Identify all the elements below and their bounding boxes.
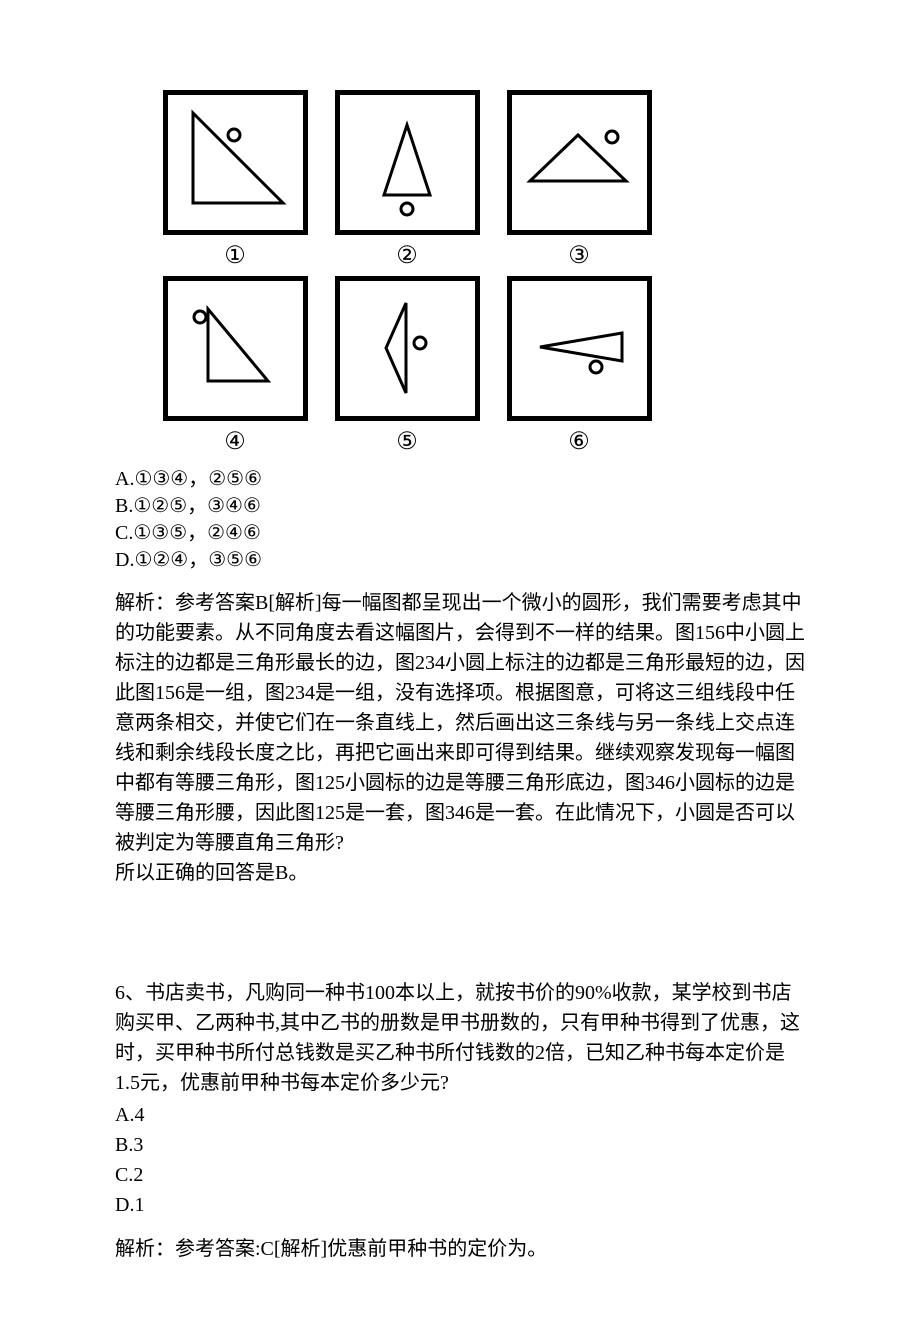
q5-option-b: B.①②⑤，③④⑥ bbox=[115, 493, 805, 520]
q6-options: A.4B.3C.2D.1 bbox=[115, 1100, 805, 1220]
figure-cell-3: ③ bbox=[499, 90, 659, 270]
figure-box-5 bbox=[335, 276, 480, 421]
q6-option-c: C.2 bbox=[115, 1160, 805, 1190]
figure-box-6 bbox=[507, 276, 652, 421]
document-page: ① ② ③ ④ ⑤ ⑥ A.①③④，②⑤⑥B.①②⑤，③④⑥C.①③⑤，②④⑥D.①②④，… bbox=[0, 0, 920, 1324]
figure-label-3: ③ bbox=[568, 241, 590, 270]
figure-box-1 bbox=[163, 90, 308, 235]
figure-box-2 bbox=[335, 90, 480, 235]
q5-option-d: D.①②④，③⑤⑥ bbox=[115, 547, 805, 574]
q6-option-a: A.4 bbox=[115, 1100, 805, 1130]
figure-label-4: ④ bbox=[224, 427, 246, 456]
q6-analysis: 解析：参考答案:C[解析]优惠前甲种书的定价为。 bbox=[115, 1234, 805, 1264]
figure-label-1: ① bbox=[224, 241, 246, 270]
figure-grid: ① ② ③ ④ ⑤ ⑥ bbox=[155, 90, 805, 456]
figure-cell-1: ① bbox=[155, 90, 315, 270]
figure-cell-5: ⑤ bbox=[327, 276, 487, 456]
figure-label-2: ② bbox=[396, 241, 418, 270]
q5-analysis-block: 解析：参考答案B[解析]每一幅图都呈现出一个微小的圆形，我们需要考虑其中的功能要… bbox=[115, 588, 805, 888]
figure-label-6: ⑥ bbox=[568, 427, 590, 456]
figure-box-4 bbox=[163, 276, 308, 421]
q6-option-b: B.3 bbox=[115, 1130, 805, 1160]
figure-label-5: ⑤ bbox=[396, 427, 418, 456]
question-6: 6、书店卖书，凡购同一种书100本以上，就按书价的90%收款，某学校到书店购买甲… bbox=[115, 978, 805, 1264]
figure-cell-2: ② bbox=[327, 90, 487, 270]
q5-analysis: 解析：参考答案B[解析]每一幅图都呈现出一个微小的圆形，我们需要考虑其中的功能要… bbox=[115, 588, 805, 858]
q5-option-c: C.①③⑤，②④⑥ bbox=[115, 520, 805, 547]
q6-stem: 6、书店卖书，凡购同一种书100本以上，就按书价的90%收款，某学校到书店购买甲… bbox=[115, 978, 805, 1098]
figure-cell-6: ⑥ bbox=[499, 276, 659, 456]
figure-cell-4: ④ bbox=[155, 276, 315, 456]
figure-box-3 bbox=[507, 90, 652, 235]
q6-option-d: D.1 bbox=[115, 1190, 805, 1220]
q5-conclusion: 所以正确的回答是B。 bbox=[115, 858, 805, 888]
q5-options: A.①③④，②⑤⑥B.①②⑤，③④⑥C.①③⑤，②④⑥D.①②④，③⑤⑥ bbox=[115, 466, 805, 574]
q5-option-a: A.①③④，②⑤⑥ bbox=[115, 466, 805, 493]
